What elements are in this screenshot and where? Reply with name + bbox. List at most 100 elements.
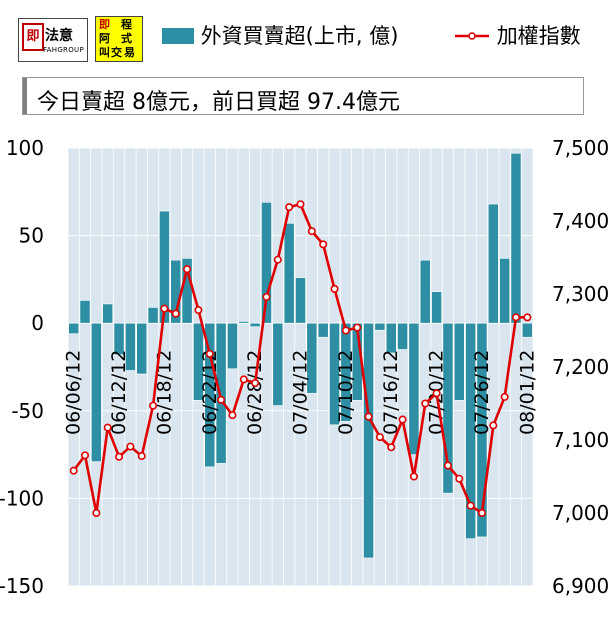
bar (465, 322, 476, 539)
index-point (409, 472, 418, 481)
index-point (285, 203, 294, 212)
index-point (477, 508, 486, 517)
bar (79, 300, 91, 324)
y-left-tick-label: -50 (11, 399, 44, 423)
bar (453, 322, 465, 401)
bar (249, 322, 261, 328)
index-point (500, 392, 509, 401)
bar (272, 322, 284, 406)
y-left-tick-label: 100 (6, 136, 44, 160)
bar (204, 322, 216, 468)
index-point (228, 411, 237, 420)
brand2-char: 式 (121, 32, 132, 45)
y-right-tick-label: 7,500 (552, 136, 609, 160)
index-point (81, 451, 90, 460)
bar (283, 223, 295, 324)
legend-line-label: 加權指數 (496, 24, 581, 48)
bar (306, 322, 318, 394)
bar (374, 322, 386, 331)
index-point (273, 255, 282, 264)
bar (295, 277, 306, 324)
x-tick-label: 06/12/12 (108, 350, 130, 435)
legend-line-entry: 加權指數 (454, 20, 581, 50)
bar (408, 322, 420, 455)
index-point (364, 412, 373, 421)
bar (431, 291, 442, 324)
bar (215, 322, 227, 464)
legend-bar-entry: 外資買賣超(上市, 億) (162, 20, 398, 50)
bar (363, 322, 374, 559)
y-left-tick-label: 50 (19, 224, 44, 248)
index-point (330, 284, 339, 293)
index-point (194, 306, 203, 315)
bar (238, 321, 250, 324)
index-point (387, 443, 396, 452)
index-point (126, 442, 135, 451)
bar (125, 322, 136, 371)
index-point (92, 508, 101, 517)
index-point (149, 401, 158, 410)
x-tick-label: 06/18/12 (153, 350, 175, 435)
index-point (69, 466, 78, 475)
bar (521, 322, 533, 338)
bar (385, 322, 397, 354)
x-tick-label: 06/22/12 (199, 350, 221, 435)
y-right-tick-label: 7,000 (552, 501, 609, 525)
bar (476, 322, 488, 538)
y-right-tick-label: 7,300 (552, 282, 609, 306)
y-right-tick-label: 6,900 (552, 574, 609, 598)
index-point (523, 313, 532, 322)
index-point (432, 389, 441, 398)
bar (102, 303, 114, 324)
y-right-tick-label: 7,400 (552, 209, 609, 233)
x-tick-label: 06/06/12 (63, 350, 85, 435)
bar (68, 322, 80, 335)
index-point (251, 379, 260, 388)
bar (487, 203, 499, 324)
y-left-tick-label: -100 (0, 486, 44, 510)
bar (329, 322, 340, 426)
x-tick-label: 07/10/12 (335, 350, 357, 435)
bar (442, 322, 454, 494)
x-tick-label: 07/04/12 (290, 350, 312, 435)
brand2-char: 即 (99, 18, 110, 31)
index-point (511, 313, 520, 322)
index-point (115, 452, 124, 461)
bar (317, 322, 329, 338)
bar (340, 322, 352, 422)
brand2-char: 易 (124, 46, 135, 59)
index-point (307, 227, 316, 236)
bar (136, 322, 148, 375)
legend-bar-label: 外資買賣超(上市, 億) (200, 24, 399, 48)
index-point (421, 399, 430, 408)
index-point (205, 349, 214, 358)
bar (419, 259, 431, 324)
bar (113, 322, 125, 356)
y-right-tick-label: 7,100 (552, 428, 609, 452)
index-point (398, 415, 407, 424)
y-left-tick-label: -150 (0, 574, 44, 598)
index-point (375, 433, 384, 442)
index-point (296, 200, 305, 209)
brand2-char: 程 (121, 18, 132, 31)
bar (227, 322, 238, 370)
index-point (489, 421, 498, 430)
y-left-tick-label: 0 (31, 311, 44, 335)
index-point (137, 452, 146, 461)
index-point (443, 461, 452, 470)
x-tick-label: 07/16/12 (380, 350, 402, 435)
index-point (183, 265, 192, 274)
index-point (103, 423, 112, 432)
index-point (455, 474, 464, 483)
bar (193, 322, 204, 401)
brand2-char: 交 (111, 46, 122, 59)
index-point (217, 395, 226, 404)
bar (510, 152, 522, 324)
brand-logo-mark: 即 (22, 23, 44, 51)
bar (397, 322, 408, 350)
bar (159, 210, 170, 324)
x-tick-label: 06/28/12 (244, 350, 266, 435)
legend-line-swatch (455, 32, 489, 40)
banner-text: 今日賣超 8億元，前日買超 97.4億元 (37, 90, 400, 115)
